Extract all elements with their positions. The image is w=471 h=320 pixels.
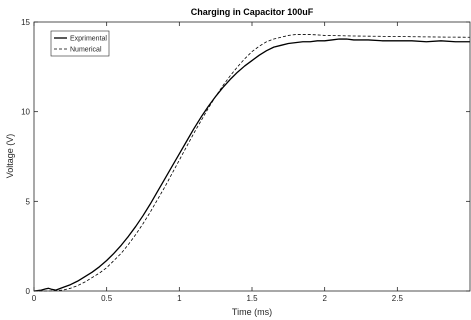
legend-label-exprimental: Exprimental [70,36,107,43]
legend-label-numerical: Numerical [70,47,102,54]
x-tick-label: 1 [177,294,182,303]
y-tick-label: 5 [26,197,31,206]
legend-box [50,30,110,57]
y-tick-label: 15 [21,18,30,27]
y-axis-label: Voltage (V) [5,134,15,179]
x-tick-label: 2 [322,294,327,303]
ticks-layer: 0 0.5 1 1.5 2 2.5 0 5 10 15 [21,18,470,303]
series-layer [33,34,471,292]
x-tick-label: 1.5 [246,294,258,303]
y-tick-label: 0 [26,287,31,296]
plot-background [34,22,470,291]
legend: Exprimental Numerical [50,30,110,57]
x-tick-label: 0 [32,294,37,303]
x-axis-label: Time (ms) [232,307,272,317]
x-tick-label: 2.5 [392,294,404,303]
chart-title: Charging in Capacitor 100uF [191,7,314,17]
x-tick-label: 0.5 [101,294,113,303]
series-line-numerical [34,34,471,292]
y-tick-label: 10 [21,108,30,117]
